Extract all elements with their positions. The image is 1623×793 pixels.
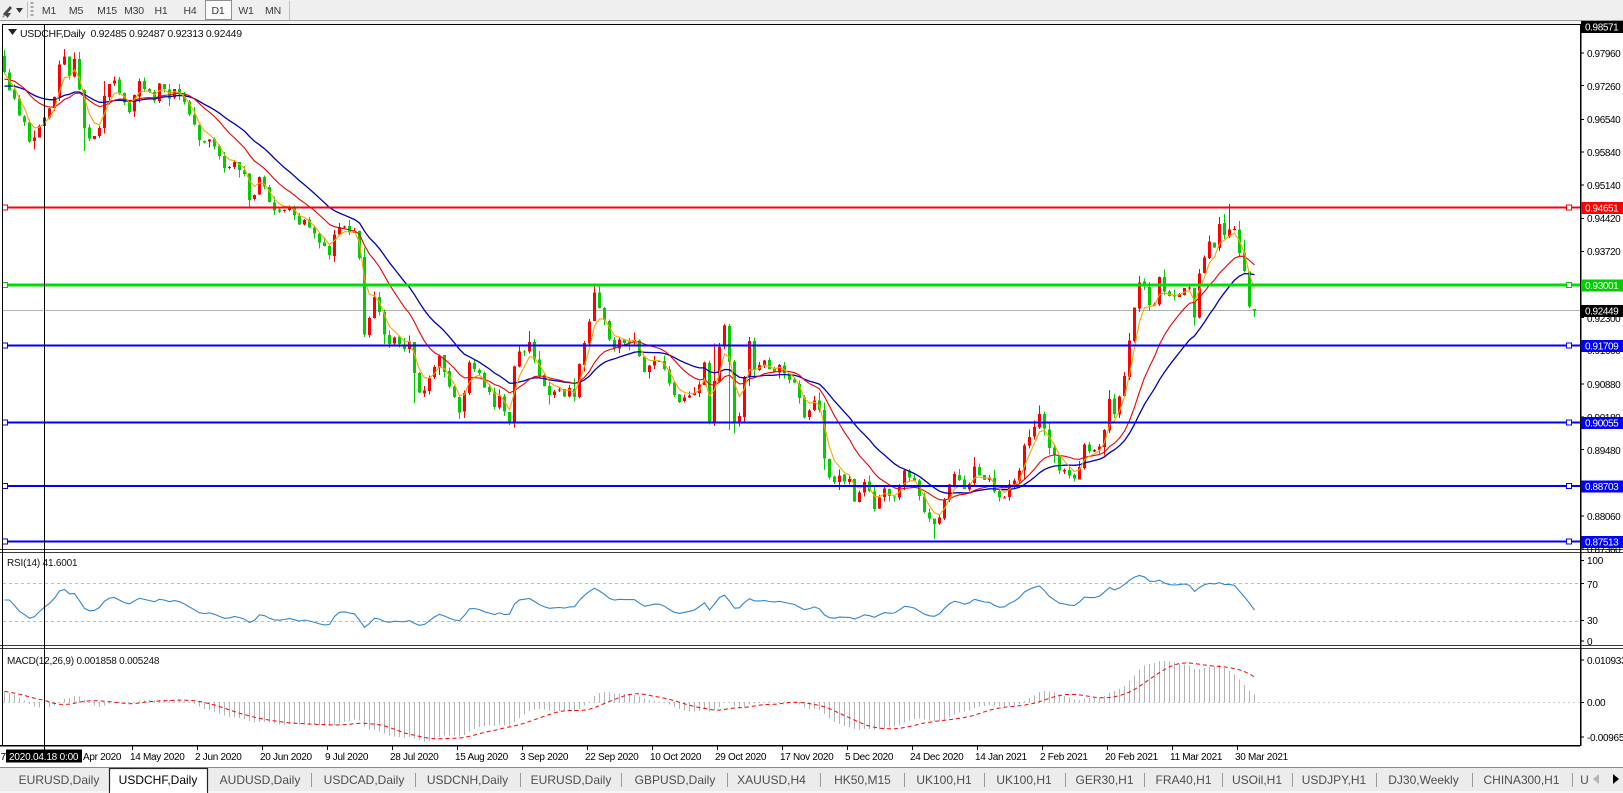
svg-text:UK100,H1: UK100,H1 xyxy=(996,773,1052,787)
svg-text:0: 0 xyxy=(1587,637,1593,648)
svg-text:0.87360: 0.87360 xyxy=(1587,545,1621,556)
svg-text:29 Oct 2020: 29 Oct 2020 xyxy=(715,752,767,763)
svg-text:M1: M1 xyxy=(42,5,57,17)
svg-text:USDCAD,Daily: USDCAD,Daily xyxy=(324,773,405,787)
svg-text:XAUUSD,H4: XAUUSD,H4 xyxy=(737,773,806,787)
svg-text:0.90880: 0.90880 xyxy=(1587,380,1621,391)
svg-text:0.87513: 0.87513 xyxy=(1585,538,1619,549)
svg-text:24 Dec 2020: 24 Dec 2020 xyxy=(910,752,964,763)
svg-text:0.94420: 0.94420 xyxy=(1587,214,1621,225)
svg-text:0.88703: 0.88703 xyxy=(1585,482,1619,493)
svg-text:USOil,H1: USOil,H1 xyxy=(1232,773,1282,787)
svg-text:EURUSD,Daily: EURUSD,Daily xyxy=(531,773,612,787)
svg-text:15 Aug 2020: 15 Aug 2020 xyxy=(455,752,509,763)
svg-text:MACD(12,26,9) 0.001858 0.00524: MACD(12,26,9) 0.001858 0.005248 xyxy=(7,656,160,667)
svg-text:USDCNH,Daily: USDCNH,Daily xyxy=(427,773,508,787)
svg-text:H1: H1 xyxy=(154,5,167,17)
svg-text:22 Sep 2020: 22 Sep 2020 xyxy=(585,752,639,763)
svg-text:0.90055: 0.90055 xyxy=(1585,419,1619,430)
svg-text:RSI(14) 41.6001: RSI(14) 41.6001 xyxy=(7,558,78,569)
svg-text:M15: M15 xyxy=(97,5,117,17)
svg-text:USDJPY,H1: USDJPY,H1 xyxy=(1302,773,1367,787)
svg-text:CHINA300,H1: CHINA300,H1 xyxy=(1483,773,1559,787)
svg-text:GER30,H1: GER30,H1 xyxy=(1075,773,1133,787)
svg-text:5 Dec 2020: 5 Dec 2020 xyxy=(845,752,894,763)
svg-text:0.00: 0.00 xyxy=(1587,698,1606,709)
svg-text:70: 70 xyxy=(1587,580,1598,591)
svg-text:GBPUSD,Daily: GBPUSD,Daily xyxy=(635,773,716,787)
svg-text:0.97960: 0.97960 xyxy=(1587,49,1621,60)
svg-text:0.96540: 0.96540 xyxy=(1587,115,1621,126)
svg-text:H4: H4 xyxy=(183,5,196,17)
svg-text:HK50,M15: HK50,M15 xyxy=(834,773,891,787)
svg-text:2 Feb 2021: 2 Feb 2021 xyxy=(1040,752,1088,763)
svg-text:2 Jun 2020: 2 Jun 2020 xyxy=(195,752,242,763)
svg-text:3 Sep 2020: 3 Sep 2020 xyxy=(520,752,569,763)
svg-text:0.88060: 0.88060 xyxy=(1587,512,1621,523)
svg-text:FRA40,H1: FRA40,H1 xyxy=(1155,773,1211,787)
svg-text:11 Mar 2021: 11 Mar 2021 xyxy=(1170,752,1223,763)
svg-text:UK100,H1: UK100,H1 xyxy=(916,773,972,787)
svg-text:28 Jul 2020: 28 Jul 2020 xyxy=(390,752,439,763)
svg-text:14 May 2020: 14 May 2020 xyxy=(130,752,185,763)
svg-text:10 Oct 2020: 10 Oct 2020 xyxy=(650,752,702,763)
svg-text:0.95840: 0.95840 xyxy=(1587,148,1621,159)
svg-text:0.97260: 0.97260 xyxy=(1587,82,1621,93)
svg-text:0.91709: 0.91709 xyxy=(1585,342,1619,353)
svg-text:0.89480: 0.89480 xyxy=(1587,446,1621,457)
svg-text:USDCHF,Daily 0.92485 0.92487: USDCHF,Daily 0.92485 0.92487 0.92313 0.9… xyxy=(20,28,242,40)
svg-text:0.92449: 0.92449 xyxy=(1585,307,1619,318)
svg-text:17 Nov 2020: 17 Nov 2020 xyxy=(780,752,834,763)
svg-text:Apr 2020: Apr 2020 xyxy=(83,752,122,763)
svg-text:30 Mar 2021: 30 Mar 2021 xyxy=(1235,752,1289,763)
svg-text:EURUSD,Daily: EURUSD,Daily xyxy=(19,773,100,787)
svg-text:U: U xyxy=(1580,773,1589,787)
svg-text:M5: M5 xyxy=(69,5,84,17)
svg-text:2020.04.18 0:00: 2020.04.18 0:00 xyxy=(9,752,79,763)
svg-text:0.010933: 0.010933 xyxy=(1587,656,1623,667)
svg-text:14 Jan 2021: 14 Jan 2021 xyxy=(975,752,1027,763)
svg-text:20 Feb 2021: 20 Feb 2021 xyxy=(1105,752,1159,763)
svg-text:0.92300: 0.92300 xyxy=(1587,314,1621,325)
svg-text:20 Jun 2020: 20 Jun 2020 xyxy=(260,752,312,763)
svg-text:MN: MN xyxy=(265,5,281,17)
svg-text:USDCHF,Daily: USDCHF,Daily xyxy=(119,773,198,787)
svg-text:0.93720: 0.93720 xyxy=(1587,247,1621,258)
svg-text:7: 7 xyxy=(1,752,7,763)
svg-text:100: 100 xyxy=(1587,556,1604,567)
svg-text:0.93001: 0.93001 xyxy=(1585,281,1619,292)
svg-text:W1: W1 xyxy=(238,5,254,17)
svg-text:30: 30 xyxy=(1587,616,1598,627)
svg-text:DJ30,Weekly: DJ30,Weekly xyxy=(1388,773,1458,787)
svg-text:D1: D1 xyxy=(211,5,224,17)
svg-text:0.98571: 0.98571 xyxy=(1585,23,1619,34)
svg-text:AUDUSD,Daily: AUDUSD,Daily xyxy=(220,773,301,787)
svg-text:9 Jul 2020: 9 Jul 2020 xyxy=(325,752,369,763)
svg-text:0.94651: 0.94651 xyxy=(1585,204,1619,215)
svg-text:M30: M30 xyxy=(124,5,144,17)
svg-text:-0.009653: -0.009653 xyxy=(1587,733,1623,744)
svg-text:0.95140: 0.95140 xyxy=(1587,181,1621,192)
